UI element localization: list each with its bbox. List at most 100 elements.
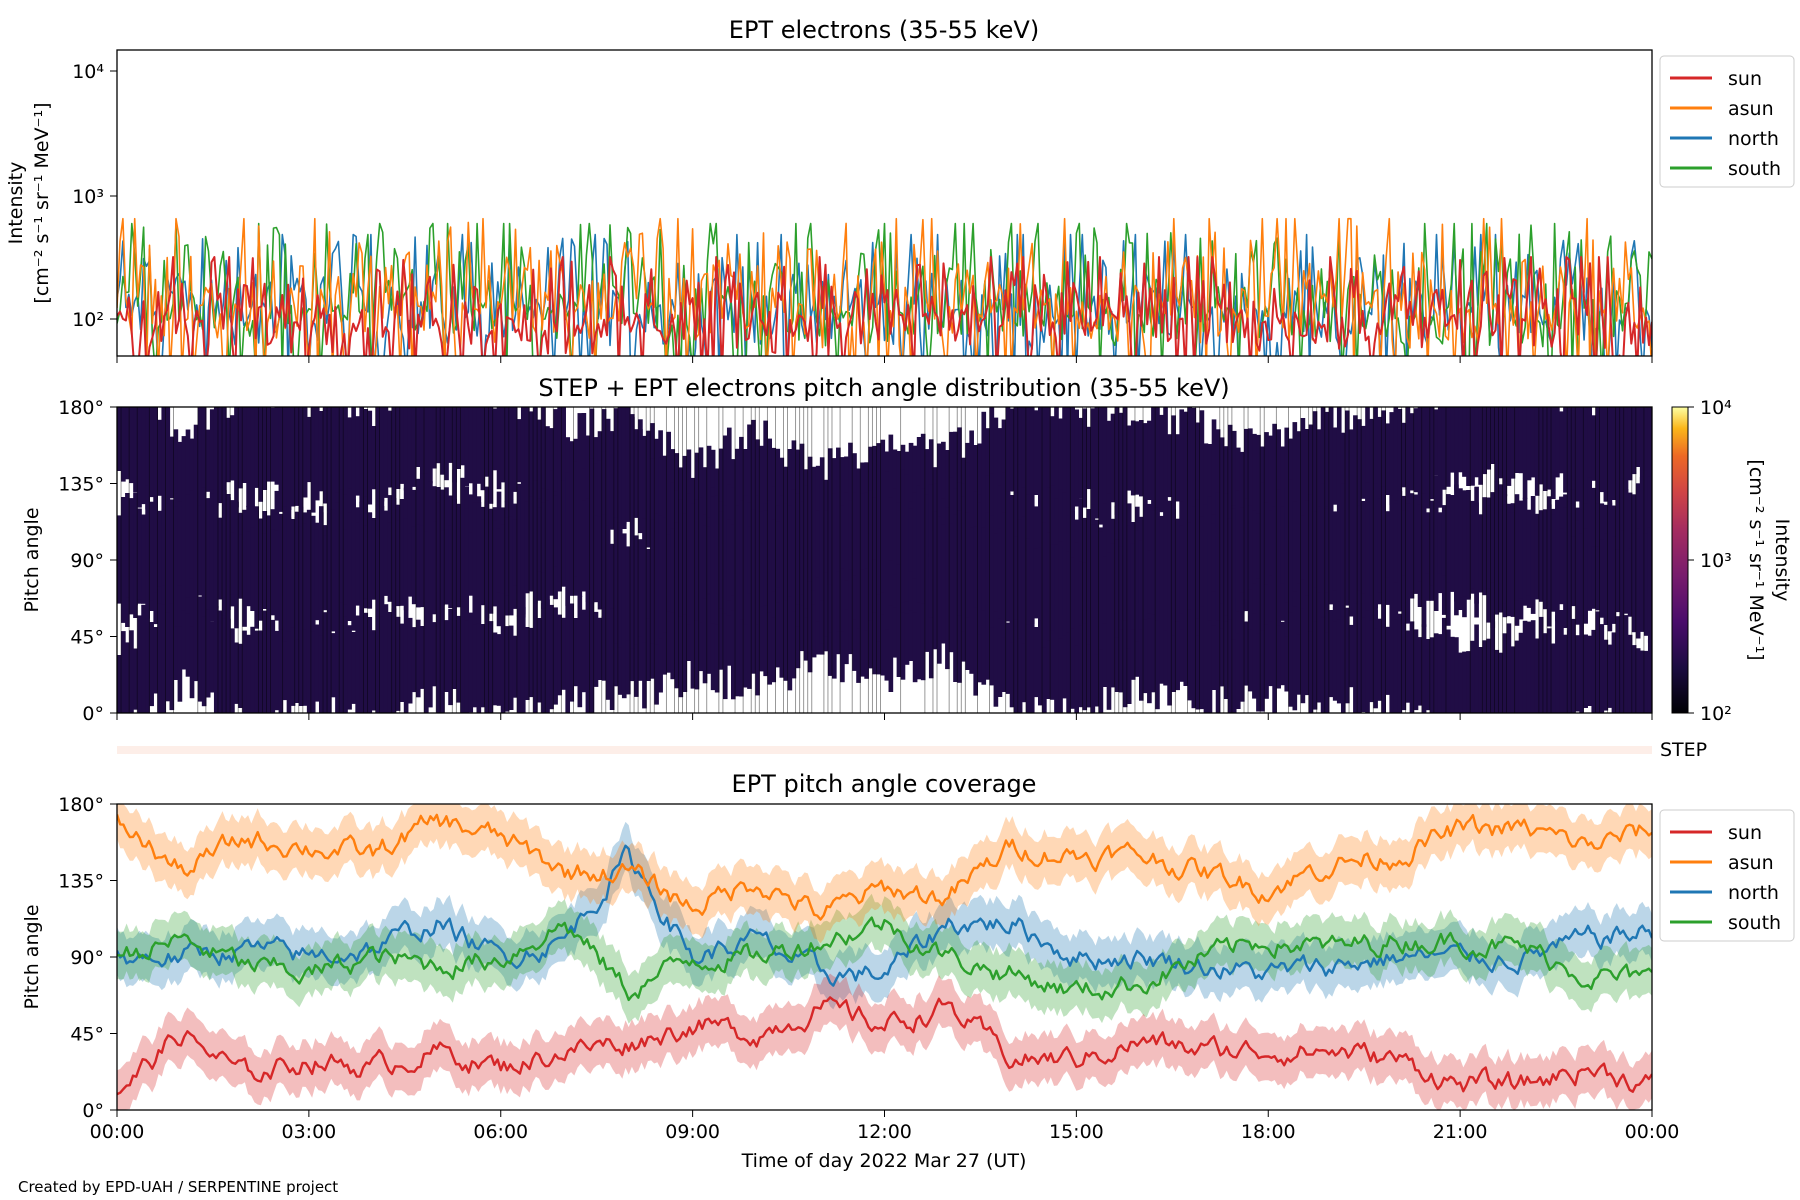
heatmap-cell xyxy=(1345,410,1350,519)
heatmap-cell xyxy=(1159,515,1164,639)
heatmap-cell xyxy=(965,512,970,618)
heatmap-cell xyxy=(1369,615,1374,703)
heatmap-cell xyxy=(1235,598,1241,709)
heatmap-cell xyxy=(597,617,603,680)
heatmap-cell xyxy=(876,461,882,595)
heatmap-cell xyxy=(153,507,158,593)
heatmap-cell xyxy=(1595,407,1601,515)
heatmap-cell xyxy=(1207,587,1213,713)
heatmap-cell xyxy=(1260,595,1265,712)
heatmap-cell xyxy=(686,597,692,661)
heatmap-cell xyxy=(1122,407,1128,523)
heatmap-cell xyxy=(920,555,926,681)
heatmap-cell xyxy=(1171,606,1176,692)
heatmap-cell xyxy=(993,590,999,707)
heatmap-cell xyxy=(294,511,300,640)
heatmap-cell xyxy=(161,407,167,527)
heatmap-cell xyxy=(1490,512,1496,583)
heatmap-cell xyxy=(379,610,385,713)
heatmap-cell xyxy=(254,630,259,713)
heatmap-cell xyxy=(290,522,296,628)
heatmap-cell xyxy=(444,620,449,692)
heatmap-cell xyxy=(1235,447,1241,521)
heatmap-cell xyxy=(1647,407,1652,501)
heatmap-cell xyxy=(254,407,259,488)
heatmap-cell xyxy=(985,428,991,511)
heatmap-cell xyxy=(516,615,522,713)
heatmap-cell xyxy=(1631,407,1637,475)
heatmap-cell xyxy=(327,513,332,630)
panel-coverage: EPT pitch angle coverage 180° 135° 90° 45° 0… xyxy=(21,770,1795,1122)
heatmap-cell xyxy=(945,507,950,612)
heatmap-cell xyxy=(957,556,962,683)
heatmap-cell xyxy=(827,497,833,585)
heatmap-cell xyxy=(415,407,421,467)
heatmap-cell xyxy=(520,607,526,713)
heatmap-cell xyxy=(1478,407,1483,485)
heatmap-cell xyxy=(1276,489,1281,599)
heatmap-cell xyxy=(1482,407,1487,475)
heatmap-cell xyxy=(1187,602,1193,701)
heatmap-cell xyxy=(1619,615,1625,713)
heatmap-cell xyxy=(836,505,841,572)
heatmap-cell xyxy=(690,567,696,689)
heatmap-cell xyxy=(339,534,344,603)
heatmap-cell xyxy=(1248,428,1253,546)
heatmap-cell xyxy=(1264,432,1269,551)
heatmap-cell xyxy=(1393,602,1399,713)
heatmap-cell xyxy=(351,407,356,513)
x-tick-label: 06:00 xyxy=(473,1121,528,1143)
heatmap-cell xyxy=(222,407,227,516)
heatmap-cell xyxy=(557,476,562,582)
heatmap-cell xyxy=(480,624,486,708)
heatmap-cell xyxy=(545,599,550,713)
heatmap-cell xyxy=(553,409,558,531)
heatmap-cell xyxy=(137,508,142,600)
heatmap-cell xyxy=(739,500,744,620)
heatmap-cell xyxy=(1005,622,1011,694)
heatmap-cell xyxy=(1029,407,1035,516)
heatmap-cell xyxy=(415,524,421,608)
heatmap-cell xyxy=(1345,607,1350,704)
heatmap-cell xyxy=(1579,533,1584,616)
heatmap-cell xyxy=(387,522,393,602)
heatmap-cell xyxy=(1417,637,1423,706)
heatmap-cell xyxy=(973,526,979,608)
heatmap-cell xyxy=(1199,597,1205,710)
heatmap-cell xyxy=(258,407,264,502)
heatmap-cell xyxy=(1021,407,1027,501)
heatmap-cell xyxy=(1353,415,1358,512)
heatmap-cell xyxy=(1033,548,1039,619)
heatmap-cell xyxy=(1134,615,1140,677)
heatmap-cell xyxy=(391,407,397,513)
heatmap-cell xyxy=(1106,420,1112,496)
heatmap-cell xyxy=(662,517,667,633)
heatmap-cell xyxy=(1433,475,1439,611)
series-band-north xyxy=(117,821,1652,1010)
heatmap-cell xyxy=(440,489,445,568)
heatmap-cell xyxy=(157,419,163,496)
heatmap-cell xyxy=(1126,525,1132,649)
heatmap-cell xyxy=(969,584,974,674)
heatmap-cell xyxy=(1555,407,1560,478)
heatmap-cell xyxy=(1167,511,1172,637)
heatmap-cell xyxy=(1013,407,1019,499)
heatmap-cell xyxy=(989,407,995,533)
heatmap-cell xyxy=(868,533,873,621)
heatmap-cell xyxy=(1567,501,1572,638)
heatmap-cell xyxy=(1643,650,1649,713)
heatmap-cell xyxy=(908,442,914,549)
heatmap-cell xyxy=(561,407,566,541)
heatmap-cell xyxy=(1551,407,1556,499)
heatmap-cell xyxy=(1268,435,1273,547)
heatmap-cell xyxy=(1138,540,1144,630)
heatmap-cell xyxy=(161,587,167,713)
heatmap-cell xyxy=(1373,483,1378,609)
heatmap-cell xyxy=(674,522,680,615)
heatmap-cell xyxy=(209,409,215,508)
heatmap-cell xyxy=(1607,407,1613,509)
heatmap-cell xyxy=(500,407,506,483)
p2-yticks: 180° 135° 90° 45° 0° xyxy=(58,397,117,725)
heatmap-cell xyxy=(1575,520,1580,625)
heatmap-cell xyxy=(718,448,724,547)
